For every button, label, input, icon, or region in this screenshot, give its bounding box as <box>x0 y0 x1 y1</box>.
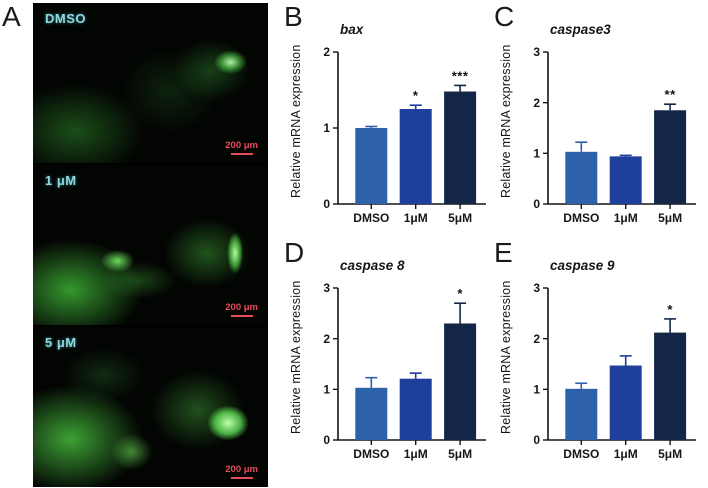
microscopy-image-5um: 5 μM 200 μm <box>33 327 268 487</box>
microscopy-image-1um: 1 μM 200 μm <box>33 165 268 325</box>
x-tick-label-1um: 1μM <box>614 447 638 461</box>
x-tick-label-1um: 1μM <box>614 211 638 225</box>
x-tick-label-1um: 1μM <box>404 211 428 225</box>
panel-letter-e: E <box>494 237 513 268</box>
bar-5um <box>444 91 477 204</box>
x-tick-label-5um: 5μM <box>448 211 472 225</box>
bar-chart-caspase3: 0 1 2 3 DMSO 1μM ** 5μM <box>533 45 696 225</box>
scale-bar: 200 μm <box>225 463 258 479</box>
x-tick-label-dmso: DMSO <box>353 447 389 461</box>
scale-bar-label: 200 μm <box>225 139 258 151</box>
scale-bar-label: 200 μm <box>225 301 258 313</box>
y-axis-label: Relative mRNA expression <box>499 280 513 434</box>
chart-title-caspase3: caspase3 <box>550 22 611 37</box>
treatment-label: 1 μM <box>45 173 77 188</box>
bar-5um <box>654 332 687 440</box>
bar-dmso <box>355 387 388 440</box>
x-tick-label-dmso: DMSO <box>563 211 599 225</box>
panel-c: C Relative mRNA expression caspase3 0 1 2 3… <box>492 0 706 248</box>
y-tick-label: 3 <box>533 45 540 59</box>
chart-title-caspase8: caspase 8 <box>340 258 405 273</box>
chart-title-bax: bax <box>340 22 364 37</box>
significance-5um: * <box>667 302 673 317</box>
bar-5um <box>654 110 687 204</box>
y-tick-label: 3 <box>533 281 540 295</box>
scale-bar: 200 μm <box>225 301 258 317</box>
significance-5um: * <box>457 286 463 301</box>
y-tick-label: 2 <box>533 332 540 346</box>
y-tick-label: 2 <box>323 332 330 346</box>
bar-5um <box>444 323 477 440</box>
panel-letter-a: A <box>2 1 21 32</box>
scale-bar-label: 200 μm <box>225 463 258 475</box>
scale-bar: 200 μm <box>225 139 258 155</box>
scale-bar-line <box>230 476 253 479</box>
y-tick-label: 1 <box>323 121 330 135</box>
y-tick-label: 3 <box>323 281 330 295</box>
panel-letter-b: B <box>284 1 303 32</box>
y-tick-label: 0 <box>323 433 330 447</box>
significance-5um: ** <box>665 87 677 102</box>
y-tick-label: 0 <box>533 433 540 447</box>
panel-b: B Relative mRNA expression bax 0 1 2 DMSO * 1… <box>282 0 496 248</box>
y-axis-label: Relative mRNA expression <box>289 44 303 198</box>
y-tick-label: 1 <box>533 147 540 161</box>
bar-chart-caspase9: 0 1 2 3 DMSO 1μM * 5μM <box>533 281 696 461</box>
bar-dmso <box>355 128 388 204</box>
bar-1um <box>399 378 432 440</box>
microscopy-image-stack: DMSO 200 μm 1 μM 200 μm 5 μM 200 μm <box>33 3 268 487</box>
treatment-label: 5 μM <box>45 335 77 350</box>
panel-e: E Relative mRNA expression caspase 9 0 1 2… <box>492 236 706 484</box>
x-tick-label-5um: 5μM <box>448 447 472 461</box>
y-axis-label: Relative mRNA expression <box>289 280 303 434</box>
y-tick-label: 2 <box>533 96 540 110</box>
x-tick-label-1um: 1μM <box>404 447 428 461</box>
y-tick-label: 1 <box>323 383 330 397</box>
x-tick-label-5um: 5μM <box>658 447 682 461</box>
bar-chart-bax: 0 1 2 DMSO * 1μM *** 5μM <box>323 45 486 225</box>
scale-bar-line <box>230 152 253 155</box>
y-tick-label: 1 <box>533 383 540 397</box>
significance-5um: *** <box>452 68 469 83</box>
y-tick-label: 0 <box>323 197 330 211</box>
bar-1um <box>609 156 642 204</box>
bar-dmso <box>565 388 598 440</box>
y-tick-label: 2 <box>323 45 330 59</box>
panel-letter-c: C <box>494 1 515 32</box>
y-axis-label: Relative mRNA expression <box>499 44 513 198</box>
bar-1um <box>609 365 642 440</box>
microscopy-image-dmso: DMSO 200 μm <box>33 3 268 163</box>
bar-dmso <box>565 151 598 204</box>
treatment-label: DMSO <box>45 11 86 26</box>
bar-1um <box>399 109 432 204</box>
significance-1um: * <box>413 88 419 103</box>
x-tick-label-dmso: DMSO <box>563 447 599 461</box>
x-tick-label-dmso: DMSO <box>353 211 389 225</box>
panel-letter-d: D <box>284 237 305 268</box>
chart-title-caspase9: caspase 9 <box>550 258 615 273</box>
scale-bar-line <box>230 314 253 317</box>
panel-d: D Relative mRNA expression caspase 8 0 1 2… <box>282 236 496 484</box>
x-tick-label-5um: 5μM <box>658 211 682 225</box>
y-tick-label: 0 <box>533 197 540 211</box>
bar-chart-caspase8: 0 1 2 3 DMSO 1μM * 5μM <box>323 281 486 461</box>
